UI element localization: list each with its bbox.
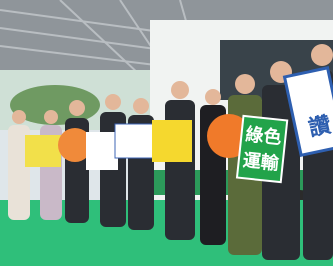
shape	[235, 74, 255, 94]
photo: 綠色 運輸 讚	[0, 0, 333, 266]
blue-white-sign	[115, 124, 153, 158]
yellow-bus-sign	[152, 120, 192, 162]
shape	[105, 94, 121, 110]
shape	[205, 89, 221, 105]
yellow-sign	[25, 135, 61, 167]
shape	[12, 110, 26, 124]
green-sign-line2: 運輸	[242, 149, 281, 175]
shape	[171, 81, 189, 99]
page: Photo {"green_sign": {"line1": "綠色", "li…	[0, 0, 333, 266]
white-sign	[86, 132, 118, 170]
shape	[44, 110, 58, 124]
body: 綠色 運輸 讚 (() => { const data = JSON.parse…	[0, 0, 333, 266]
shape	[133, 98, 149, 114]
shape	[311, 44, 333, 66]
green-sign-line1: 綠色	[244, 123, 282, 149]
shape	[69, 100, 85, 116]
green-sign: 綠色 運輸	[237, 116, 287, 182]
